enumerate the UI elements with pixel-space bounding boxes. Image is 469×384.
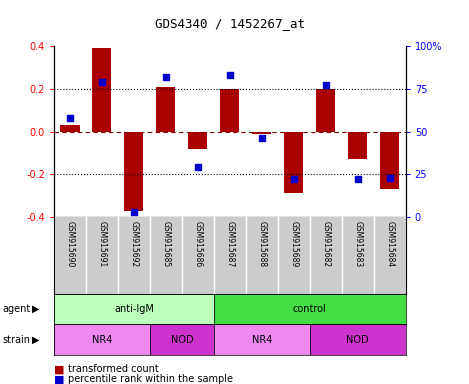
Text: ■: ■ [54, 364, 64, 374]
Text: GSM915682: GSM915682 [321, 221, 330, 267]
Bar [156, 87, 175, 131]
Point [258, 135, 265, 141]
Text: GSM915683: GSM915683 [353, 221, 362, 267]
Bar [380, 131, 399, 189]
Point [226, 72, 234, 78]
Point [162, 74, 170, 80]
Text: GSM915685: GSM915685 [161, 221, 170, 267]
FancyBboxPatch shape [214, 294, 406, 324]
Bar [61, 125, 80, 131]
Point [66, 115, 74, 121]
Text: NR4: NR4 [92, 335, 112, 345]
Point [354, 176, 362, 182]
FancyBboxPatch shape [150, 324, 214, 355]
Bar [188, 131, 207, 149]
Point [98, 79, 106, 85]
Point [194, 164, 202, 170]
Text: ▶: ▶ [32, 304, 39, 314]
Text: strain: strain [2, 335, 30, 345]
Text: GSM915688: GSM915688 [257, 221, 266, 267]
Bar [284, 131, 303, 194]
Text: ▶: ▶ [32, 335, 39, 345]
FancyBboxPatch shape [54, 294, 214, 324]
Text: GSM915686: GSM915686 [193, 221, 202, 267]
Bar [124, 131, 144, 210]
Bar [348, 131, 367, 159]
FancyBboxPatch shape [54, 324, 150, 355]
Text: transformed count: transformed count [68, 364, 159, 374]
Text: GSM915692: GSM915692 [129, 221, 138, 267]
Point [290, 176, 297, 182]
Text: agent: agent [2, 304, 30, 314]
Text: GDS4340 / 1452267_at: GDS4340 / 1452267_at [155, 17, 305, 30]
FancyBboxPatch shape [214, 324, 310, 355]
Text: GSM915690: GSM915690 [65, 221, 75, 267]
Text: NR4: NR4 [251, 335, 272, 345]
Text: NOD: NOD [171, 335, 193, 345]
Text: ■: ■ [54, 374, 64, 384]
Bar [220, 89, 239, 131]
Point [130, 209, 137, 215]
Bar [252, 131, 272, 134]
Text: GSM915687: GSM915687 [225, 221, 234, 267]
Text: NOD: NOD [347, 335, 369, 345]
Point [386, 175, 393, 181]
Text: percentile rank within the sample: percentile rank within the sample [68, 374, 233, 384]
Text: control: control [293, 304, 326, 314]
FancyBboxPatch shape [310, 324, 406, 355]
Bar [92, 48, 112, 131]
Text: GSM915691: GSM915691 [98, 221, 106, 267]
Text: GSM915689: GSM915689 [289, 221, 298, 267]
Text: anti-IgM: anti-IgM [114, 304, 154, 314]
Bar [316, 89, 335, 131]
Point [322, 82, 330, 88]
Text: GSM915684: GSM915684 [385, 221, 394, 267]
